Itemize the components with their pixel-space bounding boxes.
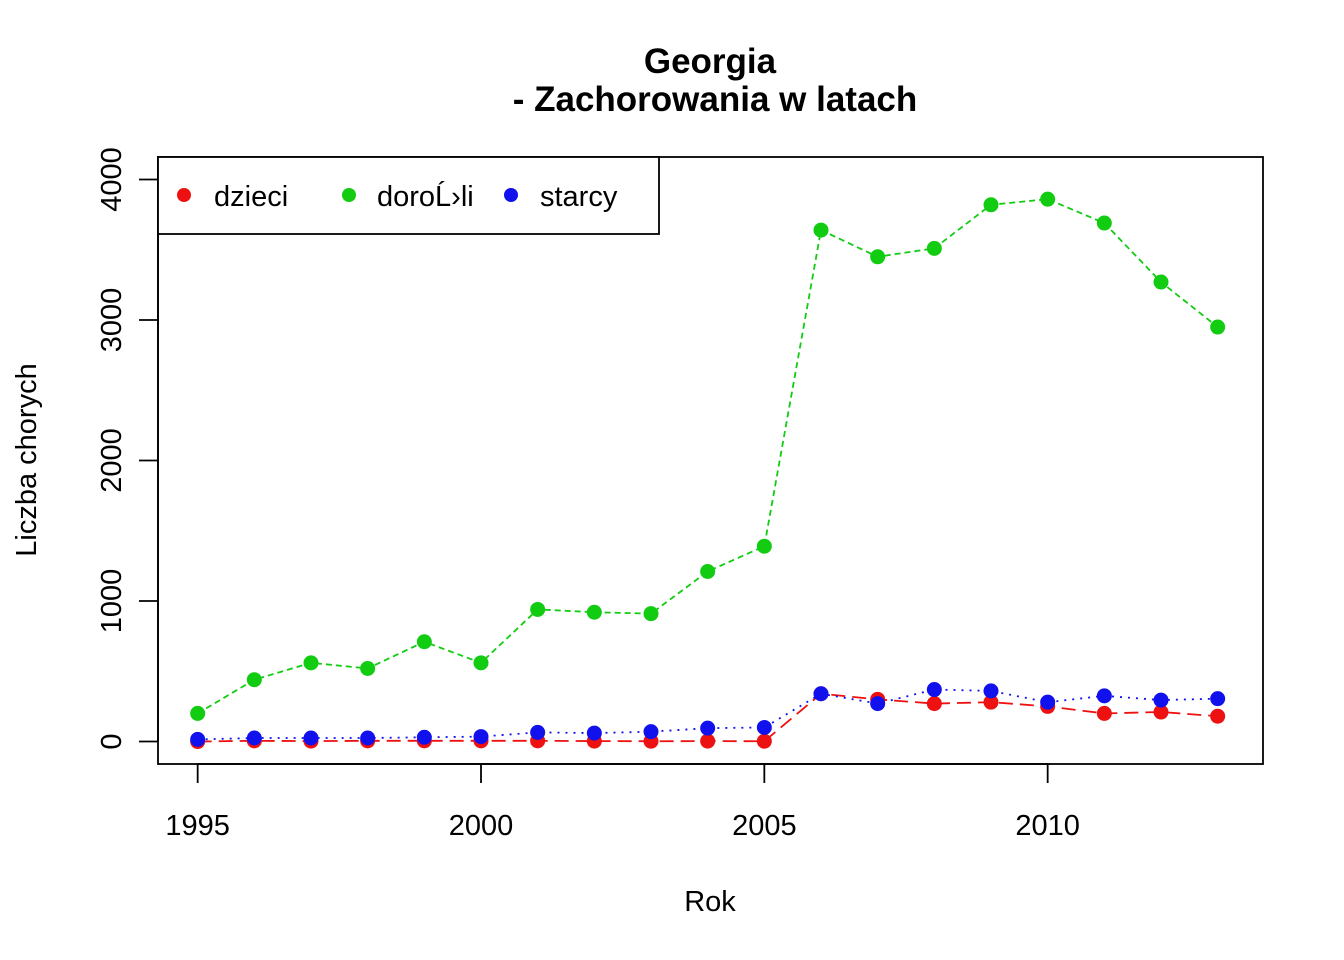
data-point <box>813 222 829 238</box>
data-point <box>530 724 546 740</box>
data-point <box>926 240 942 256</box>
chart-title: Georgia <box>644 42 777 81</box>
data-point <box>1210 691 1226 707</box>
data-point <box>700 733 716 749</box>
plot-frame <box>157 156 1264 765</box>
data-point <box>983 694 999 710</box>
x-tick-label: 1995 <box>165 810 230 842</box>
data-point <box>926 696 942 712</box>
data-point <box>473 655 489 671</box>
data-point <box>1153 274 1169 290</box>
data-point <box>983 683 999 699</box>
data-point <box>1096 688 1112 704</box>
legend-label-dzieci: dzieci <box>214 181 288 213</box>
y-tick-label: 2000 <box>96 428 128 493</box>
y-tick-label: 0 <box>96 733 128 749</box>
data-point <box>360 660 376 676</box>
legend-label-starcy: starcy <box>540 181 618 213</box>
legend-marker-dorosli <box>342 188 356 202</box>
data-point <box>360 730 376 746</box>
data-point <box>190 705 206 721</box>
y-axis: 0 1000 2000 3000 4000 <box>96 147 159 750</box>
series-layer <box>190 191 1226 750</box>
y-tick-label: 3000 <box>96 288 128 353</box>
data-point <box>586 725 602 741</box>
data-point <box>983 197 999 213</box>
data-point <box>756 538 772 554</box>
data-point <box>1096 215 1112 231</box>
data-point <box>303 730 319 746</box>
data-point <box>1040 191 1056 207</box>
data-point <box>473 729 489 745</box>
series-0 <box>190 686 1226 750</box>
data-point <box>246 730 262 746</box>
data-point <box>643 724 659 740</box>
data-point <box>1210 319 1226 335</box>
data-point <box>813 686 829 702</box>
data-point <box>246 672 262 688</box>
data-point <box>190 731 206 747</box>
data-point <box>1096 705 1112 721</box>
data-point <box>416 634 432 650</box>
y-tick-label: 1000 <box>96 569 128 634</box>
data-point <box>756 719 772 735</box>
y-axis-label: Liczba chorych <box>11 363 43 556</box>
series-line-1 <box>197 198 1219 715</box>
legend-label-dorosli: doroĹ›li <box>377 180 474 213</box>
data-point <box>303 655 319 671</box>
data-point <box>926 682 942 698</box>
legend-box <box>157 156 660 235</box>
data-point <box>700 564 716 580</box>
y-tick-label: 4000 <box>96 147 128 212</box>
legend-marker-starcy <box>504 188 518 202</box>
x-tick-label: 2000 <box>449 810 514 842</box>
series-1 <box>190 191 1226 721</box>
data-point <box>756 733 772 749</box>
data-point <box>530 601 546 617</box>
x-axis-label: Rok <box>684 886 736 918</box>
data-point <box>643 606 659 622</box>
data-point <box>870 696 886 712</box>
data-point <box>1210 708 1226 724</box>
data-point <box>586 604 602 620</box>
legend-marker-dzieci <box>177 188 191 202</box>
x-tick-label: 2010 <box>1015 810 1080 842</box>
data-point <box>870 249 886 265</box>
data-point <box>1040 694 1056 710</box>
legend: dzieci doroĹ›li starcy <box>157 156 660 235</box>
data-point <box>1153 692 1169 708</box>
data-point <box>700 720 716 736</box>
x-tick-label: 2005 <box>732 810 797 842</box>
x-axis: 1995 2000 2005 2010 <box>165 763 1080 842</box>
data-point <box>416 729 432 745</box>
chart-subtitle: - Zachorowania w latach <box>513 80 918 119</box>
x-ticks: 1995 2000 2005 2010 <box>165 764 1080 842</box>
data-point <box>1153 704 1169 720</box>
series-2 <box>190 682 1226 747</box>
y-ticks: 0 1000 2000 3000 4000 <box>96 147 158 750</box>
